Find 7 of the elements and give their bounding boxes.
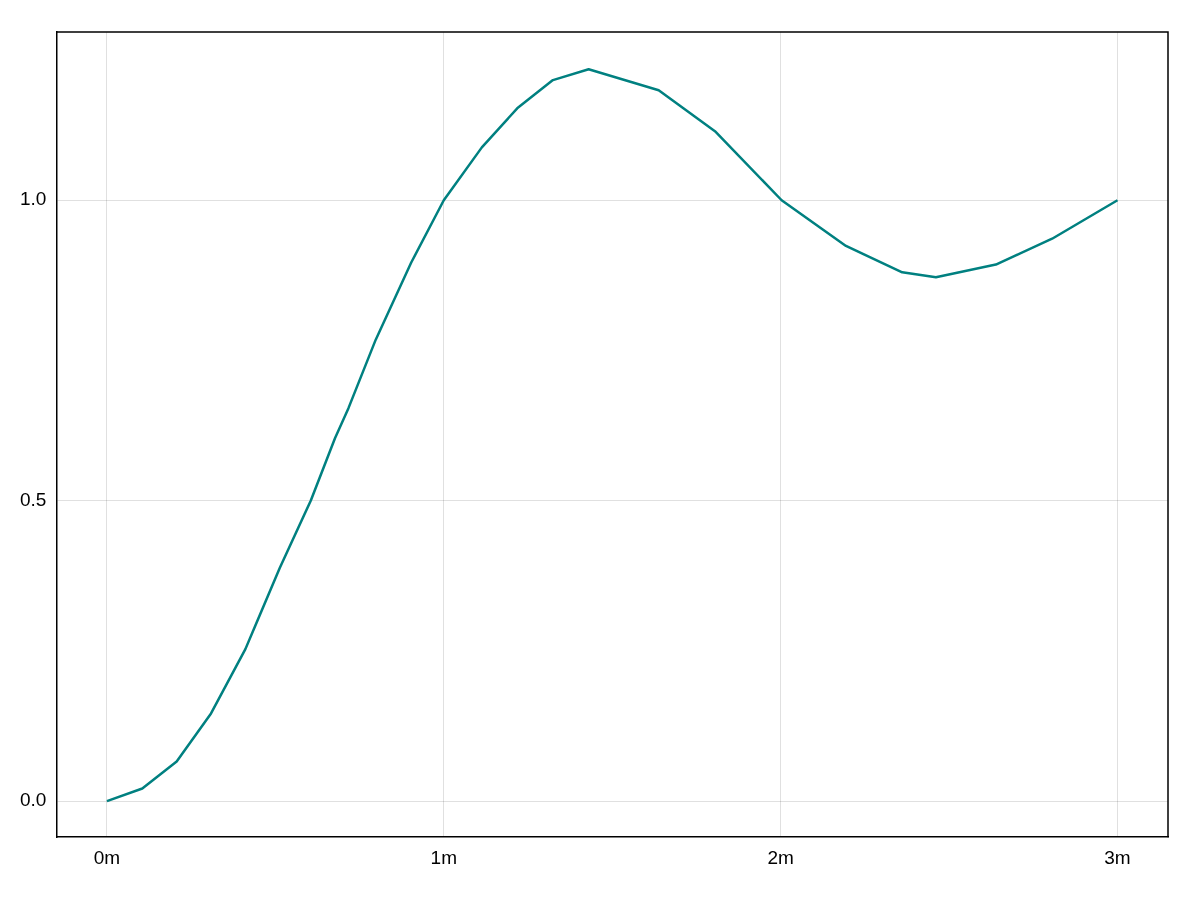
y-tick-label: 0.0 [19,789,47,811]
y-tick-label: 1.0 [19,188,47,210]
x-tick-label: 2m [767,846,794,868]
x-tick-label: 1m [430,846,457,868]
y-tick-label: 0.5 [19,488,47,510]
x-tick-label: 3m [1104,846,1131,868]
x-tick-label: 0m [93,846,121,868]
